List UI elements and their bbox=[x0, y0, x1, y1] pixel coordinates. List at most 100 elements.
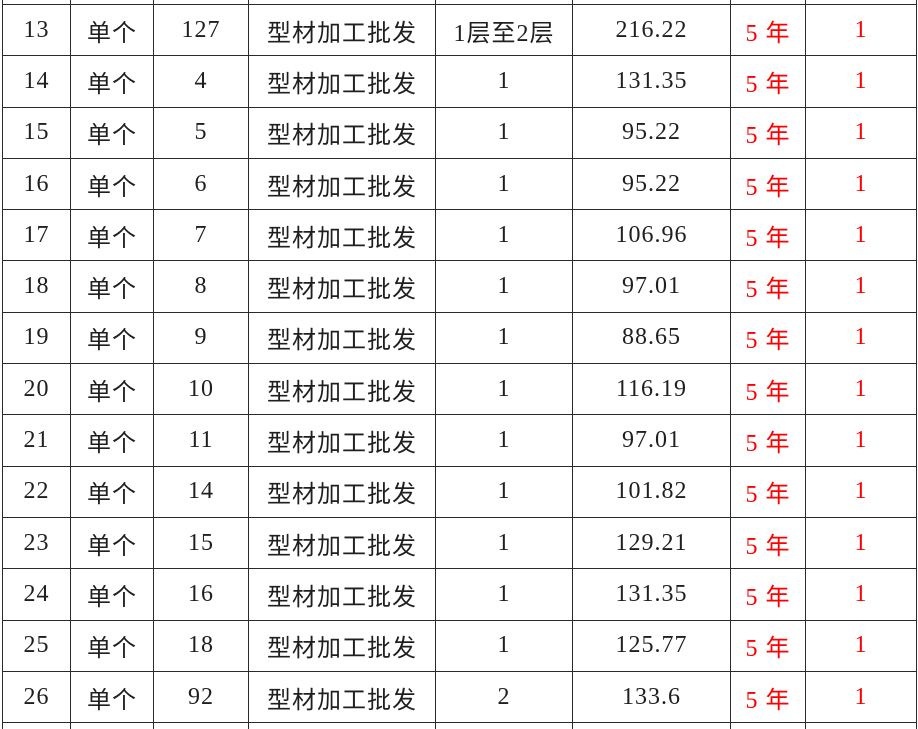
cell-area-value: 129.21 bbox=[572, 516, 731, 570]
cell-serial-number: 9 bbox=[153, 311, 249, 365]
cell-unit-type: 单个 bbox=[70, 516, 154, 570]
cell-business-scope: 型材加工批发 bbox=[248, 465, 436, 518]
table-row: 20 单个 10 型材加工批发 1 116.19 5 年 1 bbox=[2, 363, 917, 416]
cell-term: 5 年 bbox=[730, 516, 806, 570]
table-row: 22 单个 14 型材加工批发 1 101.82 5 年 1 bbox=[2, 465, 917, 518]
cell-floor: 1 bbox=[435, 157, 573, 211]
table-row: 23 单个 15 型材加工批发 1 129.21 5 年 1 bbox=[2, 516, 917, 570]
cell-area-value: 95.22 bbox=[572, 106, 731, 159]
cell-row-number: 17 bbox=[2, 209, 71, 262]
cell-business-scope: 型材加工批发 bbox=[248, 516, 436, 570]
table-row: 17 单个 7 型材加工批发 1 106.96 5 年 1 bbox=[2, 209, 917, 262]
cell-unit-type: 单个 bbox=[70, 106, 154, 159]
cell-serial-number: 127 bbox=[153, 3, 249, 57]
cell-business-scope: 型材加工批发 bbox=[248, 106, 436, 159]
cell-floor: 1 bbox=[435, 568, 573, 621]
cell-floor: 1 bbox=[435, 465, 573, 518]
cell-row-number: 16 bbox=[2, 157, 71, 211]
cell-area-value: 133.6 bbox=[572, 670, 731, 724]
cell-floor: 1 bbox=[435, 55, 573, 108]
cell-floor: 1 bbox=[435, 516, 573, 570]
cell-term: 5 年 bbox=[730, 465, 806, 518]
cell-business-scope: 型材加工批发 bbox=[248, 55, 436, 108]
clipped-row bbox=[2, 722, 917, 729]
cell-count: 1 bbox=[805, 670, 917, 724]
empty-cell bbox=[153, 722, 249, 729]
cell-business-scope: 型材加工批发 bbox=[248, 414, 436, 467]
cell-area-value: 116.19 bbox=[572, 363, 731, 416]
cell-unit-type: 单个 bbox=[70, 465, 154, 518]
cell-unit-type: 单个 bbox=[70, 619, 154, 672]
cell-floor: 1 bbox=[435, 106, 573, 159]
cell-serial-number: 18 bbox=[153, 619, 249, 672]
cell-unit-type: 单个 bbox=[70, 414, 154, 467]
cell-unit-type: 单个 bbox=[70, 157, 154, 211]
cell-row-number: 26 bbox=[2, 670, 71, 724]
cell-floor: 1 bbox=[435, 311, 573, 365]
cell-area-value: 95.22 bbox=[572, 157, 731, 211]
cell-count: 1 bbox=[805, 3, 917, 57]
cell-row-number: 19 bbox=[2, 311, 71, 365]
cell-business-scope: 型材加工批发 bbox=[248, 311, 436, 365]
cell-business-scope: 型材加工批发 bbox=[248, 157, 436, 211]
cell-business-scope: 型材加工批发 bbox=[248, 363, 436, 416]
cell-serial-number: 16 bbox=[153, 568, 249, 621]
cell-business-scope: 型材加工批发 bbox=[248, 619, 436, 672]
cell-term: 5 年 bbox=[730, 209, 806, 262]
table-row: 21 单个 11 型材加工批发 1 97.01 5 年 1 bbox=[2, 414, 917, 467]
cell-row-number: 21 bbox=[2, 414, 71, 467]
cell-business-scope: 型材加工批发 bbox=[248, 3, 436, 57]
cell-business-scope: 型材加工批发 bbox=[248, 670, 436, 724]
cell-term: 5 年 bbox=[730, 311, 806, 365]
cell-serial-number: 11 bbox=[153, 414, 249, 467]
cell-row-number: 20 bbox=[2, 363, 71, 416]
cell-unit-type: 单个 bbox=[70, 260, 154, 313]
table-row: 19 单个 9 型材加工批发 1 88.65 5 年 1 bbox=[2, 311, 917, 365]
cell-serial-number: 7 bbox=[153, 209, 249, 262]
cell-unit-type: 单个 bbox=[70, 363, 154, 416]
cell-area-value: 88.65 bbox=[572, 311, 731, 365]
cell-count: 1 bbox=[805, 363, 917, 416]
cell-floor: 1层至2层 bbox=[435, 3, 573, 57]
cell-term: 5 年 bbox=[730, 3, 806, 57]
cell-term: 5 年 bbox=[730, 568, 806, 621]
cell-count: 1 bbox=[805, 619, 917, 672]
empty-cell bbox=[572, 722, 731, 729]
cell-count: 1 bbox=[805, 260, 917, 313]
cell-term: 5 年 bbox=[730, 106, 806, 159]
table-row: 16 单个 6 型材加工批发 1 95.22 5 年 1 bbox=[2, 157, 917, 211]
table-row: 24 单个 16 型材加工批发 1 131.35 5 年 1 bbox=[2, 568, 917, 621]
cell-count: 1 bbox=[805, 568, 917, 621]
cell-row-number: 22 bbox=[2, 465, 71, 518]
cell-unit-type: 单个 bbox=[70, 55, 154, 108]
cell-serial-number: 92 bbox=[153, 670, 249, 724]
cell-term: 5 年 bbox=[730, 55, 806, 108]
cell-area-value: 131.35 bbox=[572, 55, 731, 108]
clipped-row-bottom bbox=[2, 722, 917, 729]
cell-row-number: 25 bbox=[2, 619, 71, 672]
cell-row-number: 14 bbox=[2, 55, 71, 108]
cell-unit-type: 单个 bbox=[70, 3, 154, 57]
cell-area-value: 97.01 bbox=[572, 260, 731, 313]
cell-serial-number: 10 bbox=[153, 363, 249, 416]
cell-count: 1 bbox=[805, 55, 917, 108]
cell-term: 5 年 bbox=[730, 670, 806, 724]
cell-count: 1 bbox=[805, 311, 917, 365]
cell-serial-number: 4 bbox=[153, 55, 249, 108]
cell-floor: 1 bbox=[435, 619, 573, 672]
empty-cell bbox=[730, 722, 806, 729]
table-row: 18 单个 8 型材加工批发 1 97.01 5 年 1 bbox=[2, 260, 917, 313]
cell-serial-number: 8 bbox=[153, 260, 249, 313]
cell-term: 5 年 bbox=[730, 363, 806, 416]
cell-unit-type: 单个 bbox=[70, 311, 154, 365]
empty-cell bbox=[2, 722, 71, 729]
table-body: 13 单个 127 型材加工批发 1层至2层 216.22 5 年 1 14 单… bbox=[2, 3, 917, 724]
cell-serial-number: 15 bbox=[153, 516, 249, 570]
cell-count: 1 bbox=[805, 465, 917, 518]
cell-row-number: 13 bbox=[2, 3, 71, 57]
cell-floor: 2 bbox=[435, 670, 573, 724]
cell-serial-number: 6 bbox=[153, 157, 249, 211]
empty-cell bbox=[70, 722, 154, 729]
cell-area-value: 216.22 bbox=[572, 3, 731, 57]
